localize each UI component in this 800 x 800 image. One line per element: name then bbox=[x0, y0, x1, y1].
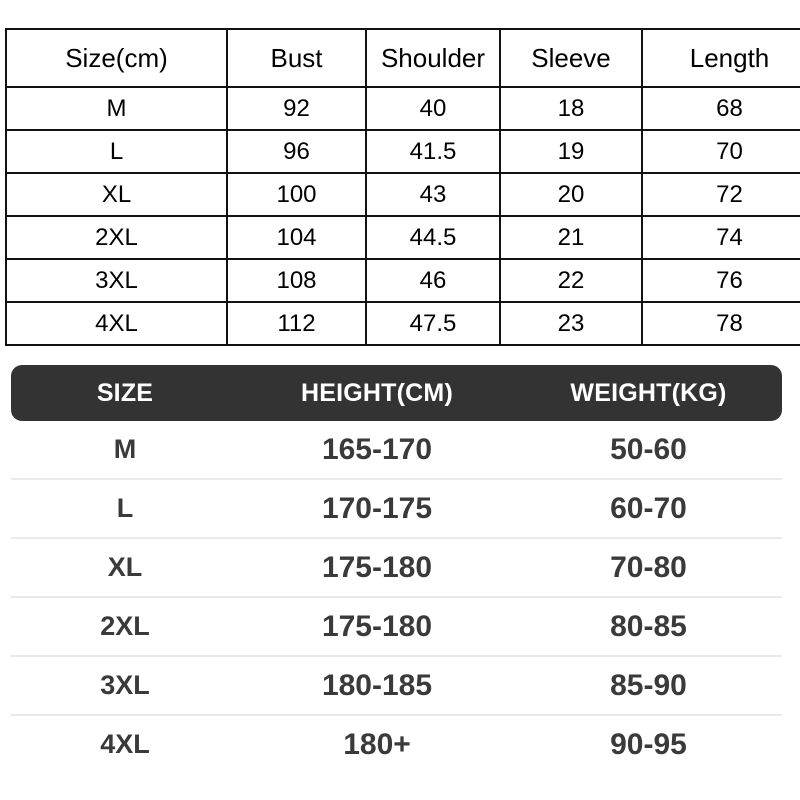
cell-bust: 96 bbox=[226, 129, 367, 174]
column-header-shoulder: Shoulder bbox=[365, 28, 501, 88]
fit-table-container: SIZE HEIGHT(CM) WEIGHT(KG) M 165-170 50-… bbox=[11, 365, 782, 773]
cell-weight: 80-85 bbox=[610, 609, 687, 643]
cell-length: 74 bbox=[641, 215, 800, 260]
cell-bust: 108 bbox=[226, 258, 367, 303]
measurement-table-body: M 92 40 18 68 L 96 41.5 19 70 XL 100 43 … bbox=[5, 86, 800, 346]
cell-bust: 112 bbox=[226, 301, 367, 346]
table-row: 4XL 180+ 90-95 bbox=[11, 716, 782, 773]
cell-sleeve: 18 bbox=[499, 86, 643, 131]
cell-size: L bbox=[5, 129, 228, 174]
table-row: XL 175-180 70-80 bbox=[11, 539, 782, 598]
cell-shoulder: 44.5 bbox=[365, 215, 501, 260]
cell-size: M bbox=[5, 86, 228, 131]
fit-table-header: SIZE HEIGHT(CM) WEIGHT(KG) bbox=[11, 365, 782, 421]
table-row: L 96 41.5 19 70 bbox=[5, 129, 800, 174]
table-row: 4XL 112 47.5 23 78 bbox=[5, 301, 800, 346]
cell-shoulder: 47.5 bbox=[365, 301, 501, 346]
cell-length: 68 bbox=[641, 86, 800, 131]
cell-size: XL bbox=[5, 172, 228, 217]
cell-size: 4XL bbox=[5, 301, 228, 346]
cell-height: 170-175 bbox=[321, 491, 433, 525]
measurement-table-container: Size(cm) Bust Shoulder Sleeve Length M 9… bbox=[5, 28, 800, 346]
cell-size: 4XL bbox=[100, 729, 150, 759]
table-row: XL 100 43 20 72 bbox=[5, 172, 800, 217]
cell-size: M bbox=[113, 434, 137, 464]
cell-length: 72 bbox=[641, 172, 800, 217]
column-header-size: SIZE bbox=[96, 378, 154, 407]
cell-sleeve: 22 bbox=[499, 258, 643, 303]
table-row: L 170-175 60-70 bbox=[11, 480, 782, 539]
measurement-header-row: Size(cm) Bust Shoulder Sleeve Length bbox=[5, 28, 800, 88]
cell-weight: 60-70 bbox=[610, 491, 687, 525]
cell-size: 3XL bbox=[100, 670, 150, 700]
measurement-table-head: Size(cm) Bust Shoulder Sleeve Length bbox=[5, 28, 800, 88]
column-header-sleeve: Sleeve bbox=[499, 28, 643, 88]
table-row: M 92 40 18 68 bbox=[5, 86, 800, 131]
cell-sleeve: 23 bbox=[499, 301, 643, 346]
column-header-weight: WEIGHT(KG) bbox=[570, 378, 727, 407]
cell-size: 2XL bbox=[100, 611, 150, 641]
cell-shoulder: 40 bbox=[365, 86, 501, 131]
column-header-size: Size(cm) bbox=[5, 28, 228, 88]
table-row: 2XL 175-180 80-85 bbox=[11, 598, 782, 657]
cell-weight: 70-80 bbox=[610, 550, 687, 584]
cell-weight: 90-95 bbox=[610, 727, 687, 761]
cell-height: 180-185 bbox=[321, 668, 433, 702]
fit-table-body: M 165-170 50-60 L 170-175 60-70 XL 175-1… bbox=[11, 421, 782, 773]
cell-length: 70 bbox=[641, 129, 800, 174]
cell-height: 175-180 bbox=[321, 550, 433, 584]
table-row: 2XL 104 44.5 21 74 bbox=[5, 215, 800, 260]
measurement-table: Size(cm) Bust Shoulder Sleeve Length M 9… bbox=[5, 28, 800, 346]
cell-height: 180+ bbox=[343, 727, 411, 761]
column-header-bust: Bust bbox=[226, 28, 367, 88]
cell-height: 175-180 bbox=[321, 609, 433, 643]
table-row: 3XL 180-185 85-90 bbox=[11, 657, 782, 716]
table-row: 3XL 108 46 22 76 bbox=[5, 258, 800, 303]
cell-weight: 85-90 bbox=[610, 668, 687, 702]
cell-shoulder: 41.5 bbox=[365, 129, 501, 174]
cell-size: L bbox=[116, 493, 134, 523]
cell-sleeve: 21 bbox=[499, 215, 643, 260]
cell-length: 76 bbox=[641, 258, 800, 303]
cell-sleeve: 20 bbox=[499, 172, 643, 217]
cell-height: 165-170 bbox=[321, 432, 433, 466]
table-row: M 165-170 50-60 bbox=[11, 421, 782, 480]
cell-shoulder: 46 bbox=[365, 258, 501, 303]
cell-bust: 100 bbox=[226, 172, 367, 217]
cell-weight: 50-60 bbox=[610, 432, 687, 466]
column-header-height: HEIGHT(CM) bbox=[301, 378, 453, 407]
cell-bust: 92 bbox=[226, 86, 367, 131]
cell-sleeve: 19 bbox=[499, 129, 643, 174]
cell-size: 3XL bbox=[5, 258, 228, 303]
cell-bust: 104 bbox=[226, 215, 367, 260]
cell-length: 78 bbox=[641, 301, 800, 346]
cell-size: 2XL bbox=[5, 215, 228, 260]
cell-shoulder: 43 bbox=[365, 172, 501, 217]
cell-size: XL bbox=[107, 552, 143, 582]
column-header-length: Length bbox=[641, 28, 800, 88]
